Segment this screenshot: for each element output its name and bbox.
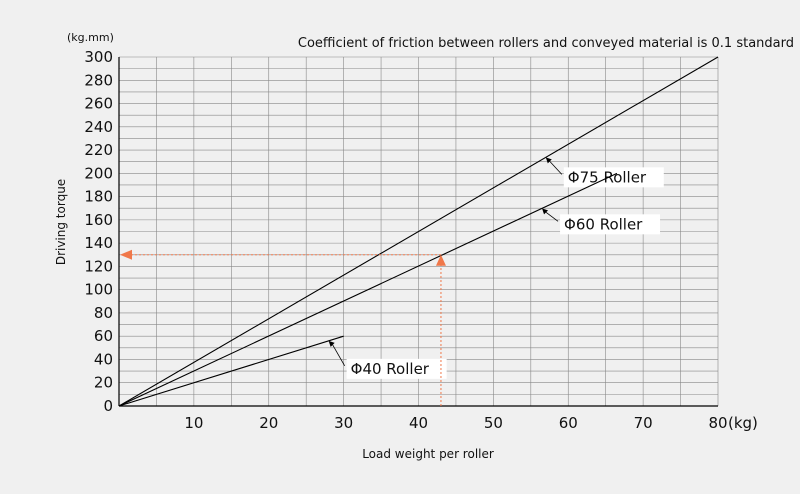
- x-unit-label: (kg): [728, 414, 758, 432]
- x-tick-label: 10: [184, 414, 203, 432]
- y-tick-label: 60: [94, 327, 113, 345]
- y-tick-label: 20: [94, 374, 113, 392]
- y-tick-label: 240: [84, 118, 113, 136]
- y-tick-label: 160: [84, 211, 113, 229]
- y-tick-label: 100: [84, 281, 113, 299]
- series-line: [118, 172, 618, 407]
- x-axis-label: Load weight per roller: [362, 447, 494, 461]
- lookup-up-arrow: [435, 254, 446, 266]
- labels: Coefficient of friction between rollers …: [54, 31, 794, 461]
- x-tick-label: 30: [334, 414, 353, 432]
- series-leader-arrow: [542, 208, 549, 215]
- y-tick-label: 280: [84, 71, 113, 89]
- series-leader: [545, 212, 559, 222]
- y-tick-label: 0: [103, 397, 113, 415]
- x-tick-label: 20: [259, 414, 278, 432]
- series-leader: [549, 161, 563, 175]
- y-tick-label: 200: [84, 164, 113, 182]
- series-label-box: [346, 358, 447, 379]
- y-tick-label: 260: [84, 95, 113, 113]
- axes: [118, 57, 718, 407]
- series-leader-arrow: [328, 340, 335, 347]
- x-tick-label: 50: [484, 414, 503, 432]
- y-tick-label: 120: [84, 257, 113, 275]
- y-tick-label: 220: [84, 141, 113, 159]
- x-tick-label: 40: [409, 414, 428, 432]
- y-axis-label: Driving torque: [54, 179, 68, 265]
- x-tick-label: 80: [708, 414, 727, 432]
- y-tick-label: 180: [84, 188, 113, 206]
- x-tick-label: 70: [634, 414, 653, 432]
- y-tick-label: 40: [94, 350, 113, 368]
- y-tick-label: 140: [84, 234, 113, 252]
- series-leader-arrow: [545, 157, 552, 164]
- y-tick-label: 80: [94, 304, 113, 322]
- series-label: Φ40 Roller: [351, 360, 430, 378]
- y-unit-label: (kg.mm): [67, 31, 114, 44]
- lookup-left-arrow: [120, 249, 132, 260]
- lookup-annotation: [120, 249, 446, 406]
- series-leader: [332, 344, 345, 367]
- chart-title: Coefficient of friction between rollers …: [298, 36, 794, 51]
- series-label-box: [560, 214, 661, 235]
- x-tick-label: 60: [559, 414, 578, 432]
- series-label: Φ60 Roller: [564, 215, 643, 233]
- series-label-box: [563, 167, 664, 188]
- series-line: [118, 335, 344, 407]
- y-tick-label: 300: [84, 48, 113, 66]
- series-line: [118, 56, 719, 407]
